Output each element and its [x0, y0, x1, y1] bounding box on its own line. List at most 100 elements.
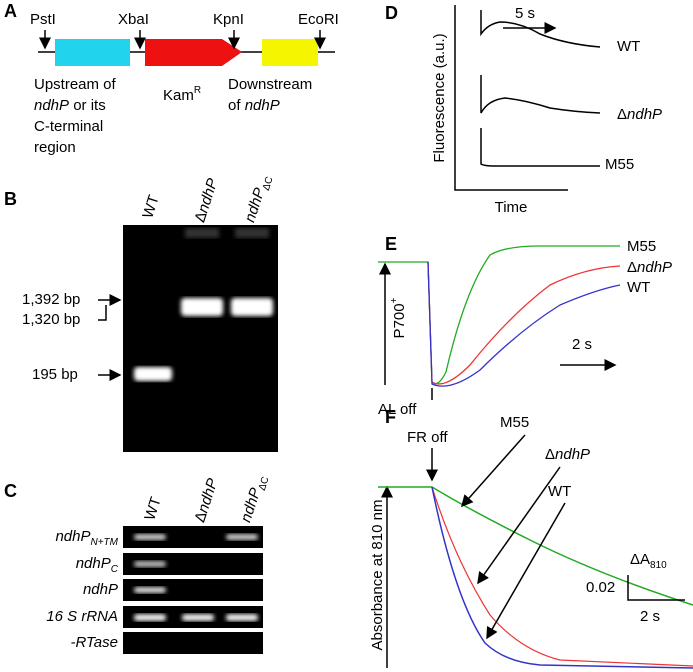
gene: ndhP — [245, 97, 280, 114]
gene: ndhP — [76, 555, 111, 572]
trace — [427, 261, 621, 387]
label: of ndhP — [228, 97, 280, 114]
sup: + — [389, 297, 400, 303]
pointer — [461, 434, 526, 508]
scale-label: 2 s — [640, 608, 660, 625]
scale-label: 2 s — [572, 336, 592, 353]
band — [226, 534, 258, 540]
lane-label: ndhPΔC — [237, 473, 271, 526]
scale-bar — [627, 575, 685, 601]
delta: ΔA — [630, 551, 650, 568]
sup: R — [194, 85, 201, 96]
panel-letter: A — [4, 1, 17, 21]
panel-letter: B — [4, 189, 17, 209]
label: of — [228, 97, 245, 114]
lane-label: WT — [139, 193, 162, 220]
band — [134, 534, 166, 540]
gene: ndhP — [637, 259, 672, 276]
trace — [431, 486, 693, 667]
panel-d: D Fluorescence (a.u.) Time 5 s WT ΔndhP … — [385, 3, 662, 216]
event-label: AL off — [378, 401, 417, 418]
band — [134, 561, 166, 567]
panel-b: B WT ΔndhP ndhPΔC 1,392 bp 1,320 bp 195 … — [4, 175, 278, 452]
delta: Δ — [617, 106, 627, 123]
well — [235, 228, 269, 238]
trace-label: ΔndhP — [627, 259, 672, 276]
y-label: Fluorescence (a.u.) — [431, 33, 448, 162]
trace-label: WT — [627, 279, 650, 296]
site: PstI — [30, 11, 56, 28]
marker-label: 1,320 bp — [22, 311, 80, 328]
trace-label: M55 — [605, 156, 634, 173]
sub: ΔC — [260, 175, 275, 192]
band — [231, 298, 273, 316]
label: P700 — [391, 303, 408, 338]
gene: ndhP — [237, 486, 264, 525]
delta: Δ — [191, 210, 210, 225]
pointer — [486, 502, 566, 640]
sub: 810 — [650, 560, 667, 571]
lane-label: ΔndhP — [191, 476, 221, 524]
delta: Δ — [627, 259, 637, 276]
panel-e: E P700+ M55 ΔndhP WT 2 s AL off — [378, 234, 672, 418]
trace — [480, 128, 600, 167]
downstream-box — [262, 39, 318, 66]
lane-label: WT — [141, 495, 164, 522]
pointer — [477, 466, 561, 585]
trace-label: WT — [548, 483, 571, 500]
gel-row — [123, 632, 263, 654]
event-label: FR off — [407, 429, 448, 446]
trace-label: M55 — [500, 414, 529, 431]
y-label: P700+ — [389, 297, 408, 338]
row-label: ndhPC — [76, 555, 119, 575]
trace — [378, 486, 693, 606]
label: Kam — [163, 87, 194, 104]
scale-label: 0.02 — [586, 579, 615, 596]
label: ndhP or its — [34, 97, 106, 114]
row-label: ndhPN+TM — [55, 528, 118, 548]
site: KpnI — [213, 11, 244, 28]
gel-row — [123, 526, 263, 548]
kam-arrow — [145, 39, 242, 66]
label: region — [34, 139, 76, 156]
marker-bracket — [98, 305, 107, 321]
sub: C — [111, 564, 119, 575]
gene: ndhP — [627, 106, 662, 123]
panel-letter: F — [385, 407, 396, 427]
well — [185, 228, 219, 238]
panel-letter: E — [385, 234, 397, 254]
site: XbaI — [118, 11, 149, 28]
trace — [427, 261, 621, 385]
band — [181, 298, 223, 316]
sub: N+TM — [91, 537, 119, 548]
row-label: -RTase — [70, 634, 118, 651]
panel-letter: C — [4, 481, 17, 501]
lane-label: ΔndhP — [191, 176, 221, 224]
panel-a: A PstI XbaI KpnI EcoRI Upstream of ndhP … — [4, 1, 339, 156]
axes — [454, 5, 568, 191]
marker-label: 1,392 bp — [22, 291, 80, 308]
gel — [123, 225, 278, 452]
trace — [480, 75, 601, 114]
gene: ndhP — [34, 97, 69, 114]
gel-row — [123, 579, 263, 601]
delta: Δ — [191, 510, 210, 525]
gel-row — [123, 553, 263, 575]
panel-c: C WT ΔndhP ndhPΔC ndhPN+TM ndhPC ndhP 16… — [4, 473, 271, 654]
gene: ndhP — [555, 446, 590, 463]
upstream-box — [55, 39, 130, 66]
label: Upstream of — [34, 76, 117, 93]
trace-label: ΔndhP — [617, 106, 662, 123]
label: C-terminal — [34, 118, 103, 135]
panel-f: F FR off Absorbance at 810 nm M55 ΔndhP … — [369, 407, 693, 669]
trace-label: ΔndhP — [545, 446, 590, 463]
panel-letter: D — [385, 3, 398, 23]
row-label: ndhP — [83, 581, 118, 598]
delta: Δ — [545, 446, 555, 463]
band — [226, 614, 258, 621]
trace — [378, 245, 620, 385]
band — [134, 614, 166, 621]
marker-label: 195 bp — [32, 366, 78, 383]
label: KamR — [163, 85, 201, 104]
